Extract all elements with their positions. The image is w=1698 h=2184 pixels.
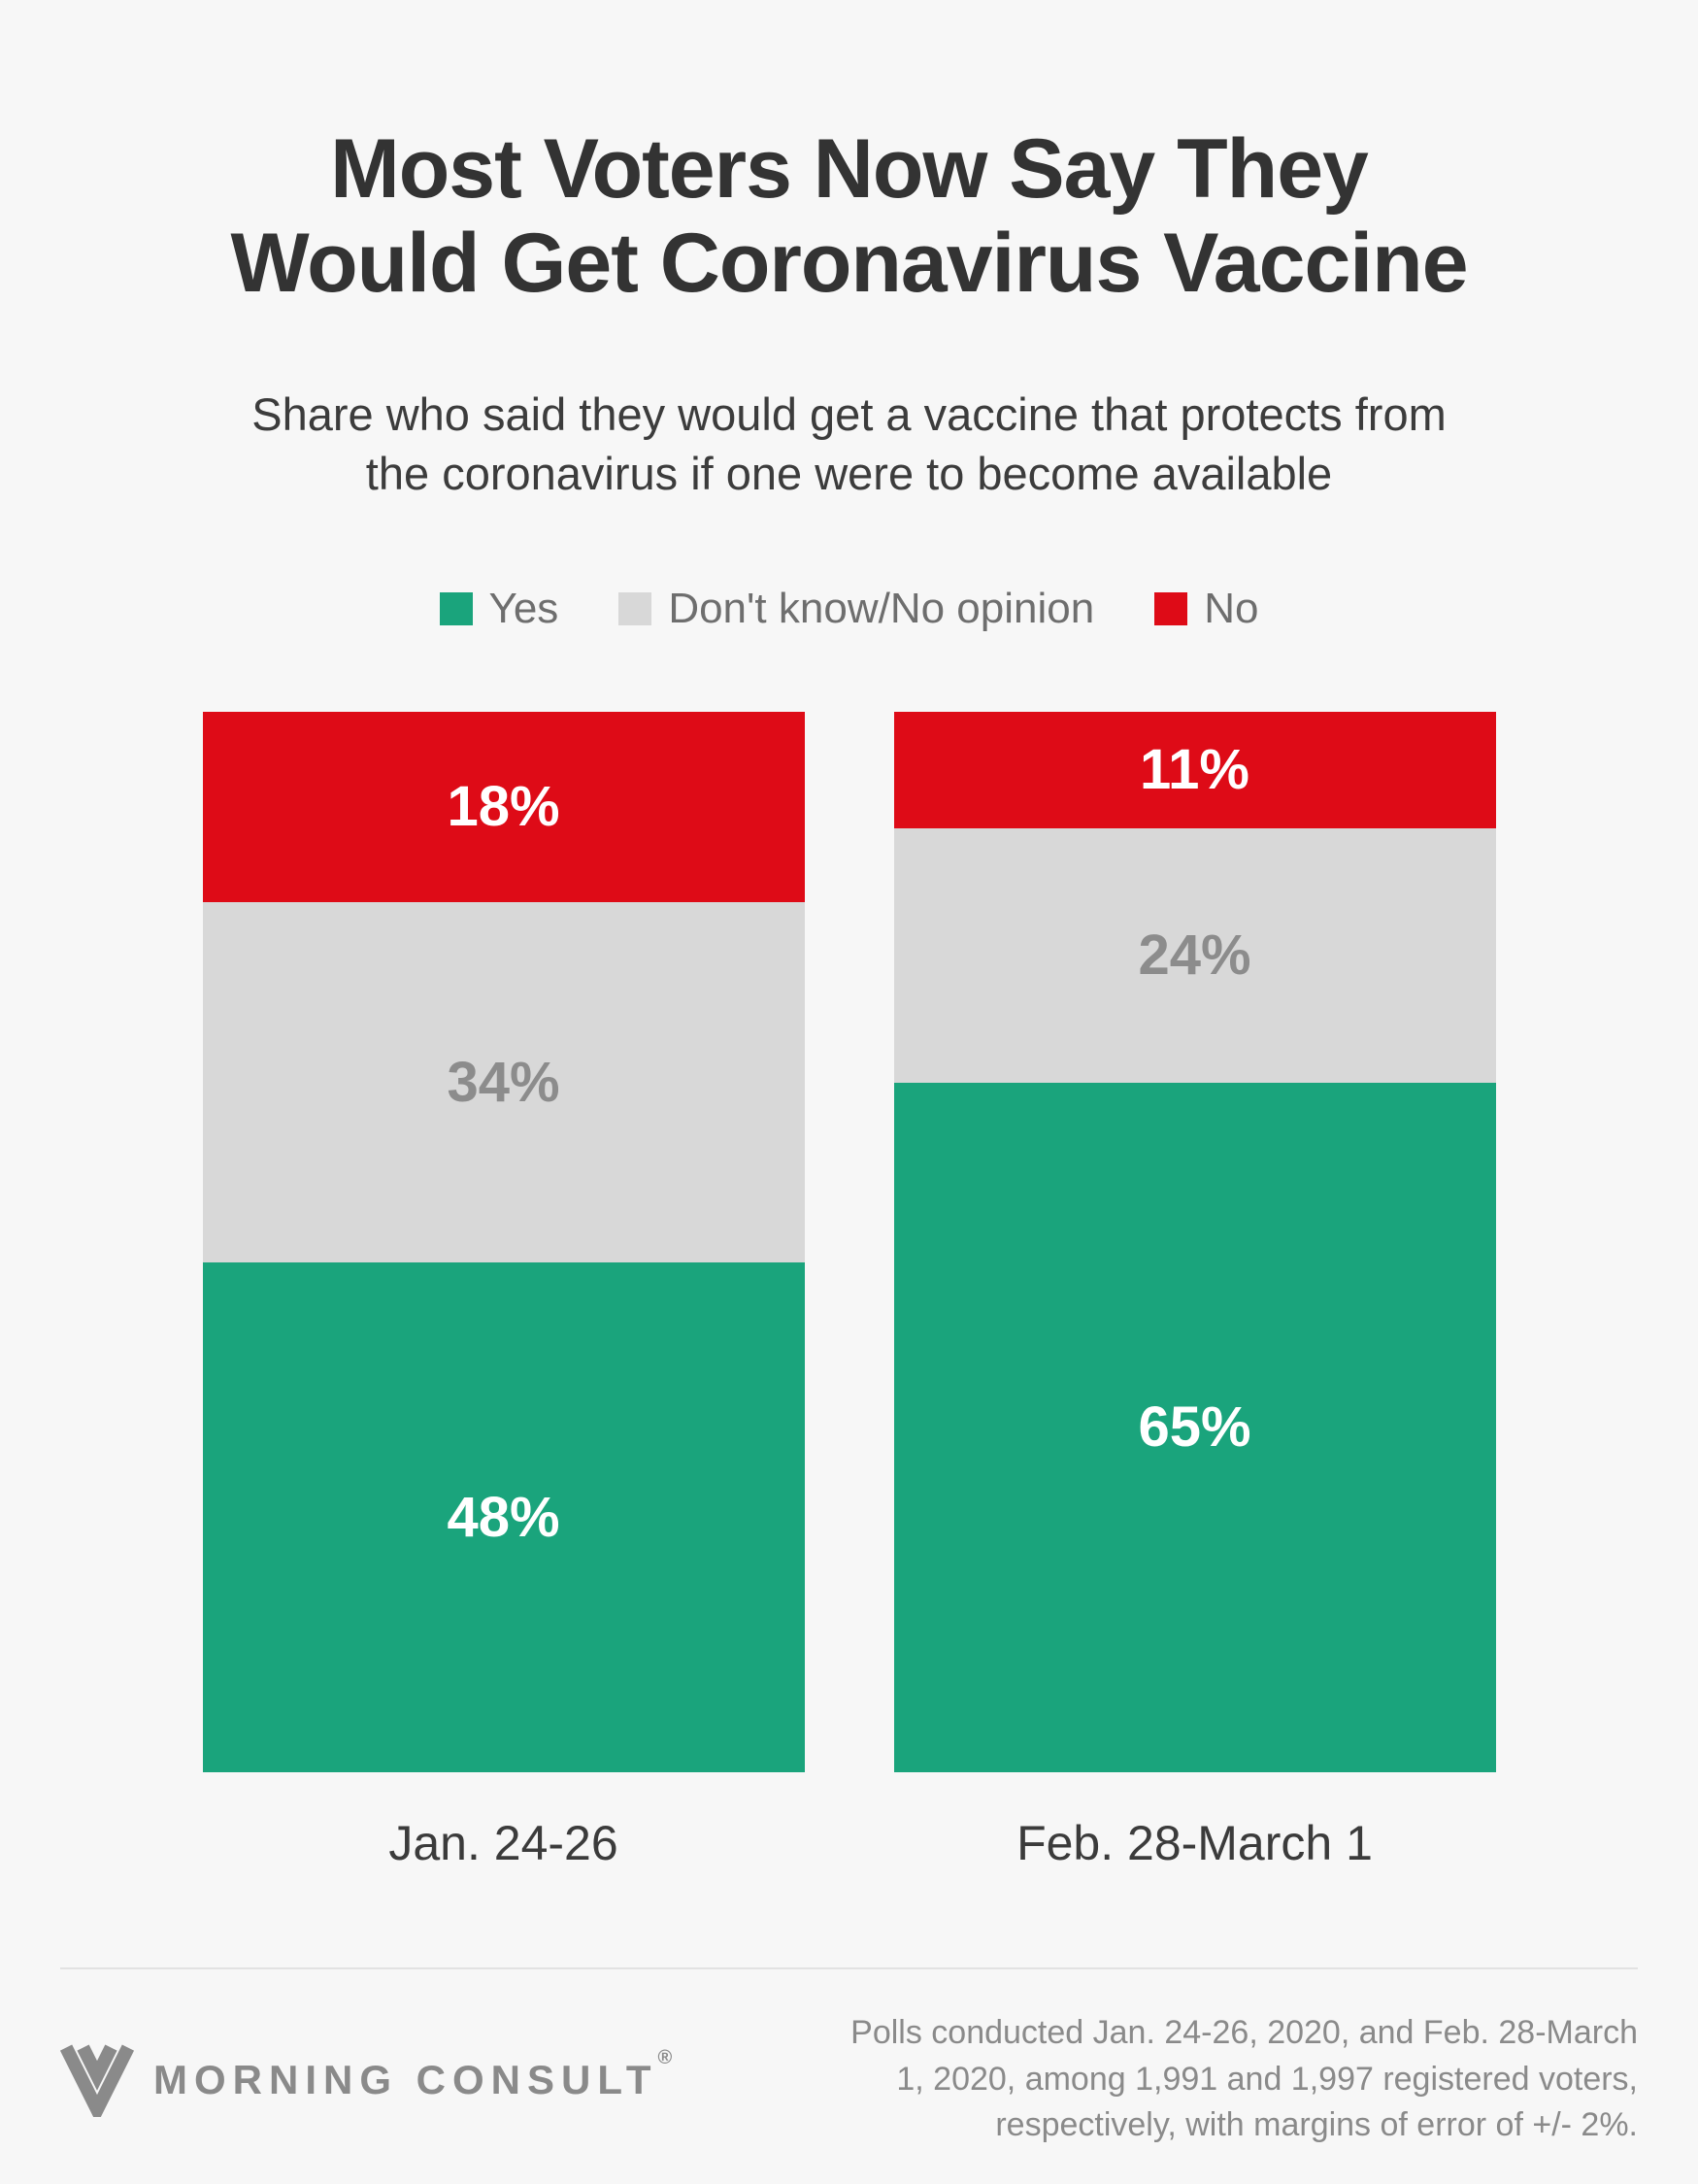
legend-swatch-icon bbox=[439, 591, 473, 625]
legend-label: Yes bbox=[488, 584, 559, 632]
bar-segment: 24% bbox=[893, 827, 1496, 1083]
segment-value-label: 65% bbox=[1138, 1395, 1251, 1460]
legend-label: No bbox=[1204, 584, 1259, 632]
bar-column: 11% 24% 65% Feb. 28-March 1 bbox=[893, 711, 1496, 1871]
stacked-bar-chart: 18% 34% 48% Jan. 24-26 11% 24% 65% Feb. 28-Marc… bbox=[0, 711, 1698, 1871]
legend-label: Don't know/No opinion bbox=[668, 584, 1095, 632]
footer: MORNING CONSULT® Polls conducted Jan. 24… bbox=[60, 1967, 1638, 2149]
morning-consult-m-icon bbox=[60, 2044, 134, 2117]
source-note: Polls conducted Jan. 24-26, 2020, and Fe… bbox=[850, 2014, 1638, 2144]
segment-value-label: 34% bbox=[447, 1051, 560, 1115]
bar-segment: 48% bbox=[202, 1262, 805, 1772]
category-label: Feb. 28-March 1 bbox=[1016, 1815, 1373, 1870]
legend-item: Yes bbox=[439, 584, 559, 632]
segment-value-label: 24% bbox=[1138, 924, 1251, 988]
bar-column: 18% 34% 48% Jan. 24-26 bbox=[202, 711, 805, 1871]
bar-stack: 18% 34% 48% bbox=[202, 711, 805, 1772]
morning-consult-logo: MORNING CONSULT® bbox=[60, 2043, 679, 2117]
bar-segment: 34% bbox=[202, 902, 805, 1263]
legend-item: No bbox=[1154, 584, 1259, 632]
segment-value-label: 18% bbox=[447, 775, 560, 839]
chart-title: Most Voters Now Say They Would Get Coron… bbox=[230, 122, 1468, 311]
segment-value-label: 11% bbox=[1140, 738, 1249, 802]
brand-name: MORNING CONSULT® bbox=[153, 2046, 680, 2102]
chart-legend: Yes Don't know/No opinion No bbox=[0, 584, 1698, 632]
chart-subtitle: Share who said they would get a vaccine … bbox=[251, 388, 1447, 500]
segment-value-label: 48% bbox=[447, 1485, 560, 1549]
registered-mark-icon: ® bbox=[657, 2046, 680, 2068]
legend-item: Don't know/No opinion bbox=[618, 584, 1095, 632]
footer-divider bbox=[60, 1967, 1638, 1970]
legend-swatch-icon bbox=[618, 591, 652, 625]
category-label: Jan. 24-26 bbox=[388, 1815, 618, 1870]
bar-segment: 65% bbox=[893, 1082, 1496, 1772]
bar-segment: 18% bbox=[202, 711, 805, 903]
legend-swatch-icon bbox=[1154, 591, 1188, 625]
bar-stack: 11% 24% 65% bbox=[893, 711, 1496, 1772]
bar-segment: 11% bbox=[893, 711, 1496, 828]
